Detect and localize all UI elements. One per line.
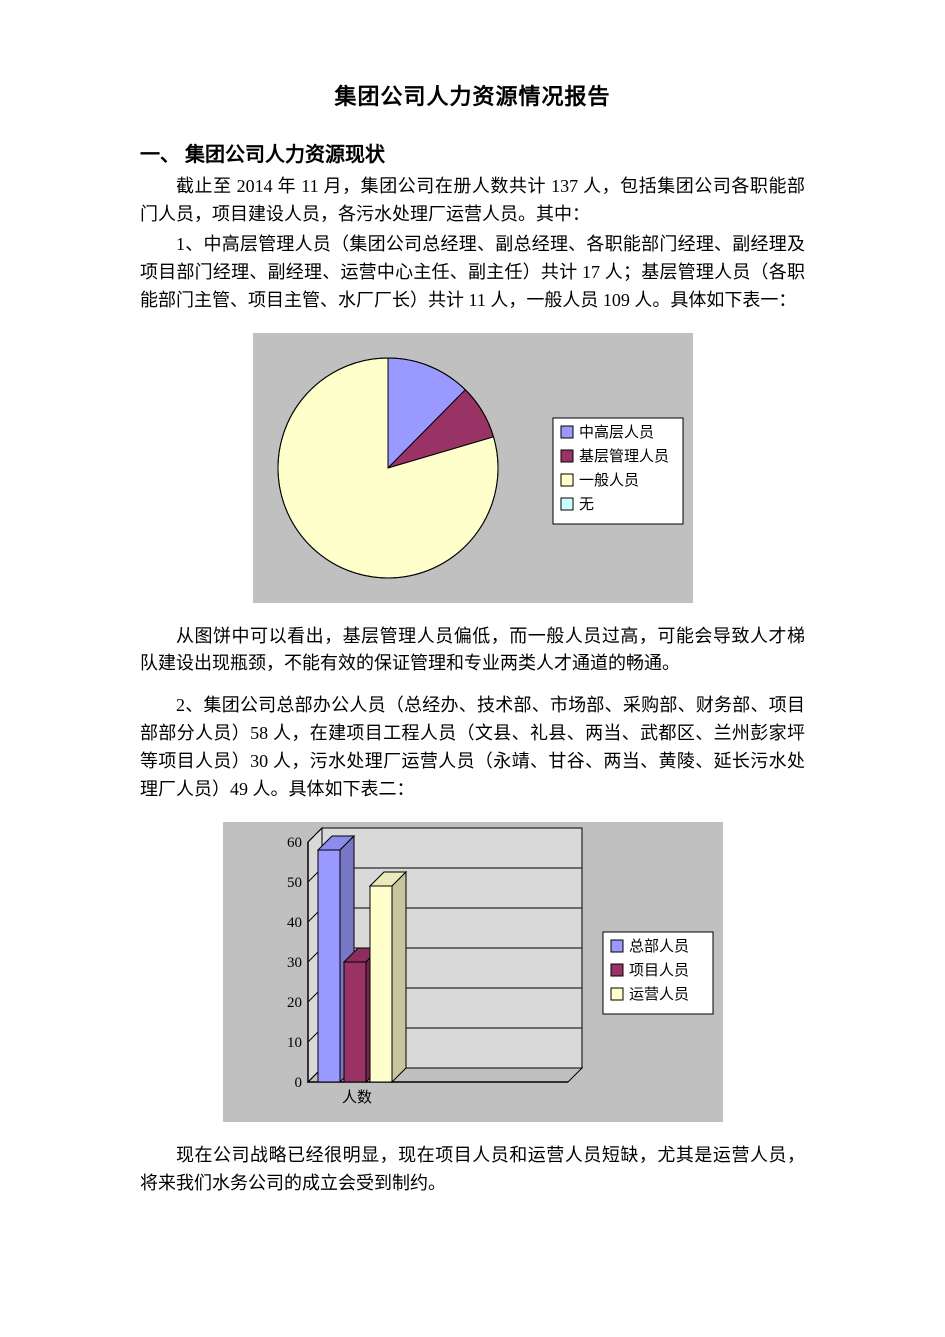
paragraph-4: 2、集团公司总部办公人员（总经办、技术部、市场部、采购部、财务部、项目部部分人员… <box>140 692 805 804</box>
svg-text:40: 40 <box>287 915 302 931</box>
svg-text:无: 无 <box>579 497 594 513</box>
pie-chart: 中高层人员基层管理人员一般人员无 <box>253 333 693 603</box>
svg-text:50: 50 <box>287 875 302 891</box>
svg-text:20: 20 <box>287 995 302 1011</box>
pie-chart-container: 中高层人员基层管理人员一般人员无 <box>140 333 805 603</box>
svg-text:60: 60 <box>287 835 302 851</box>
paragraph-2: 1、中高层管理人员（集团公司总经理、副总经理、各职能部门经理、副经理及项目部门经… <box>140 231 805 315</box>
svg-text:运营人员: 运营人员 <box>629 986 689 1003</box>
paragraph-5: 现在公司战略已经很明显，现在项目人员和运营人员短缺，尤其是运营人员，将来我们水务… <box>140 1142 805 1198</box>
svg-text:人数: 人数 <box>341 1089 371 1106</box>
svg-text:0: 0 <box>294 1075 302 1091</box>
bar-chart: 0 10 20 30 40 50 60 人数 总部人员项目人员运营人员 <box>223 822 723 1122</box>
section-heading: 一、 集团公司人力资源现状 <box>140 140 805 171</box>
paragraph-3: 从图饼中可以看出，基层管理人员偏低，而一般人员过高，可能会导致人才梯队建设出现瓶… <box>140 623 805 679</box>
bar-chart-container: 0 10 20 30 40 50 60 人数 总部人员项目人员运营人员 <box>140 822 805 1122</box>
paragraph-1: 截止至 2014 年 11 月，集团公司在册人数共计 137 人，包括集团公司各… <box>140 173 805 229</box>
document-page: 集团公司人力资源情况报告 一、 集团公司人力资源现状 截止至 2014 年 11… <box>0 0 945 1337</box>
doc-title: 集团公司人力资源情况报告 <box>140 80 805 114</box>
svg-text:中高层人员: 中高层人员 <box>579 424 654 441</box>
svg-text:总部人员: 总部人员 <box>629 938 689 955</box>
svg-text:一般人员: 一般人员 <box>579 472 639 489</box>
svg-text:基层管理人员: 基层管理人员 <box>579 448 669 465</box>
svg-text:30: 30 <box>287 955 302 971</box>
svg-text:10: 10 <box>287 1035 302 1051</box>
svg-text:项目人员: 项目人员 <box>629 962 689 979</box>
